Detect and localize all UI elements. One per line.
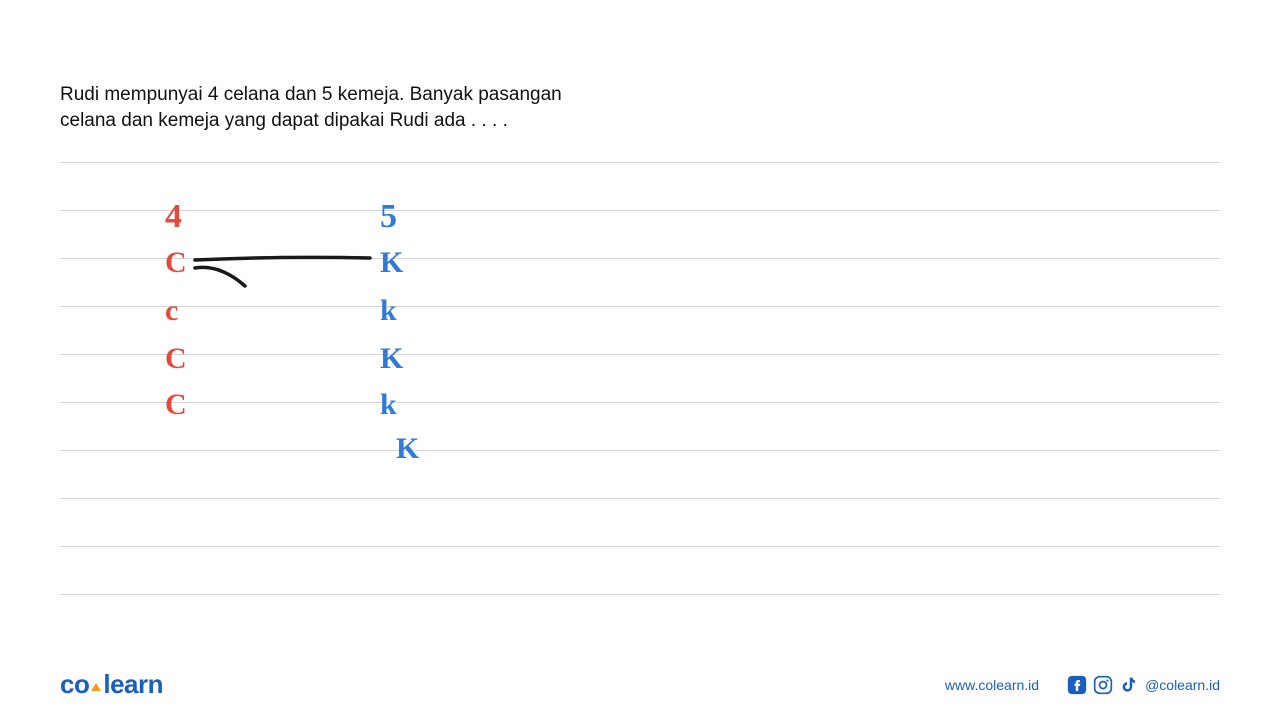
handwritten-char: C <box>165 246 187 280</box>
ruled-line <box>60 450 1220 451</box>
handwritten-char: k <box>380 388 397 422</box>
social-icons: @colearn.id <box>1067 675 1220 695</box>
logo-learn: learn <box>103 669 163 699</box>
ruled-line <box>60 162 1220 163</box>
logo-triangle-icon <box>91 683 101 691</box>
ruled-line <box>60 546 1220 547</box>
handwritten-char: k <box>380 294 397 328</box>
handwritten-char: 5 <box>380 198 397 236</box>
question-text: Rudi mempunyai 4 celana dan 5 kemeja. Ba… <box>60 82 590 133</box>
handwritten-char: K <box>380 246 403 280</box>
handwritten-char: K <box>380 342 403 376</box>
footer: colearn www.colearn.id @colearn.id <box>0 669 1280 700</box>
instagram-icon <box>1093 675 1113 695</box>
logo-co: co <box>60 669 89 699</box>
ruled-line <box>60 402 1220 403</box>
handwritten-char: c <box>165 294 178 328</box>
handwritten-char: K <box>396 432 419 466</box>
ruled-line <box>60 594 1220 595</box>
footer-right: www.colearn.id @colearn.id <box>945 675 1220 695</box>
handwritten-char: C <box>165 342 187 376</box>
question-block: Rudi mempunyai 4 celana dan 5 kemeja. Ba… <box>60 82 590 133</box>
social-handle: @colearn.id <box>1145 677 1220 693</box>
footer-url: www.colearn.id <box>945 677 1039 693</box>
facebook-icon <box>1067 675 1087 695</box>
ruled-line <box>60 354 1220 355</box>
ruled-line <box>60 210 1220 211</box>
brand-logo: colearn <box>60 669 163 700</box>
ruled-line <box>60 258 1220 259</box>
handwritten-char: 4 <box>165 198 182 236</box>
handwritten-char: C <box>165 388 187 422</box>
ruled-line <box>60 498 1220 499</box>
ruled-line <box>60 306 1220 307</box>
tiktok-icon <box>1119 675 1139 695</box>
lined-paper <box>60 162 1220 622</box>
